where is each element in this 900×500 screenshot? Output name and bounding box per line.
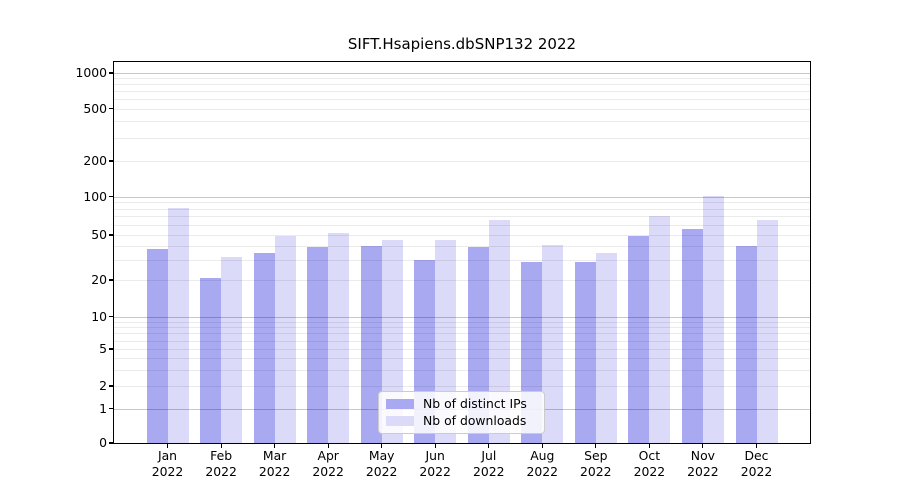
bar-downloads-feb — [221, 256, 243, 443]
legend-label-ips: Nb of distinct IPs — [423, 396, 527, 411]
x-tick-label: Apr 2022 — [312, 448, 344, 479]
y-tick-mark — [109, 279, 113, 281]
y-tick-mark — [109, 72, 113, 74]
x-tick-mark — [274, 444, 276, 448]
y-tick-mark — [109, 107, 113, 110]
bar-ips-dec — [735, 246, 757, 443]
x-tick-label: Mar 2022 — [258, 448, 291, 479]
y-tick-mark — [109, 160, 113, 162]
x-tick-mark — [488, 444, 490, 448]
minor-gridline — [114, 91, 810, 93]
minor-gridline — [114, 137, 810, 139]
x-tick-mark — [648, 444, 650, 448]
x-tick-mark — [434, 444, 436, 448]
x-tick-label: Aug 2022 — [526, 448, 559, 479]
legend: Nb of distinct IPs Nb of downloads — [378, 391, 545, 434]
bar-ips-nov — [681, 228, 703, 443]
bar-downloads-oct — [649, 215, 671, 443]
x-tick-label: Feb 2022 — [205, 448, 237, 479]
bar-downloads-jul — [488, 220, 510, 443]
plot-area — [113, 61, 811, 444]
y-tick-mark — [109, 316, 113, 318]
y-tick-label: 500 — [83, 100, 107, 116]
legend-swatch-ips — [386, 399, 414, 409]
legend-item-downloads: Nb of downloads — [379, 414, 544, 428]
y-tick-label: 0 — [99, 435, 107, 450]
y-tick-label: 5 — [99, 341, 107, 356]
bar-downloads-jan — [167, 207, 189, 443]
bar-ips-jan — [146, 248, 168, 443]
major-gridline — [114, 73, 810, 74]
x-tick-label: May 2022 — [365, 448, 398, 479]
y-tick-mark — [109, 348, 113, 350]
bar-ips-mar — [253, 252, 275, 443]
y-tick-mark — [109, 442, 113, 444]
bar-downloads-mar — [274, 236, 296, 443]
bar-ips-sep — [574, 261, 596, 443]
bar-downloads-apr — [328, 232, 350, 443]
y-tick-label: 1 — [99, 400, 107, 416]
bar-ips-apr — [307, 247, 329, 443]
x-tick-label: Sep 2022 — [580, 448, 612, 479]
x-tick-mark — [327, 444, 329, 448]
chart-title: SIFT.Hsapiens.dbSNP132 2022 — [347, 35, 577, 53]
x-tick-label: Nov 2022 — [687, 448, 719, 479]
x-tick-mark — [755, 444, 758, 448]
bar-downloads-nov — [702, 196, 724, 443]
y-tick-mark — [109, 385, 113, 387]
x-tick-label: Oct 2022 — [633, 448, 666, 479]
legend-swatch-downloads — [386, 416, 414, 426]
x-tick-label: Jan 2022 — [151, 448, 184, 479]
y-tick-label: 1000 — [75, 65, 107, 80]
y-tick-label: 50 — [91, 227, 107, 242]
x-tick-label: Jul 2022 — [473, 448, 505, 479]
y-tick-label: 20 — [91, 272, 107, 287]
legend-item-distinct-ips: Nb of distinct IPs — [379, 397, 544, 411]
x-tick-label: Jun 2022 — [419, 448, 451, 479]
y-tick-label: 100 — [83, 188, 107, 204]
bar-ips-may — [360, 246, 382, 443]
y-tick-mark — [109, 407, 113, 410]
bar-ips-feb — [200, 277, 222, 443]
minor-gridline — [114, 99, 810, 101]
bar-downloads-sep — [595, 252, 617, 443]
bar-downloads-aug — [542, 244, 564, 443]
x-tick-label: Dec 2022 — [740, 448, 773, 479]
bar-downloads-dec — [756, 219, 778, 443]
x-tick-mark — [595, 444, 597, 448]
y-tick-mark — [109, 234, 113, 236]
minor-gridline — [114, 108, 810, 110]
y-tick-label: 10 — [91, 308, 107, 324]
x-tick-mark — [166, 444, 169, 448]
y-tick-mark — [109, 195, 113, 198]
minor-gridline — [114, 78, 810, 80]
minor-gridline — [114, 161, 810, 162]
x-tick-mark — [702, 444, 704, 448]
minor-gridline — [114, 84, 810, 86]
legend-label-downloads: Nb of downloads — [423, 413, 527, 428]
x-tick-mark — [381, 444, 383, 448]
y-tick-label: 200 — [83, 153, 107, 168]
bar-ips-oct — [628, 236, 650, 443]
y-tick-label: 2 — [99, 378, 107, 393]
x-tick-mark — [220, 444, 222, 448]
x-tick-mark — [541, 444, 543, 448]
minor-gridline — [114, 121, 810, 123]
